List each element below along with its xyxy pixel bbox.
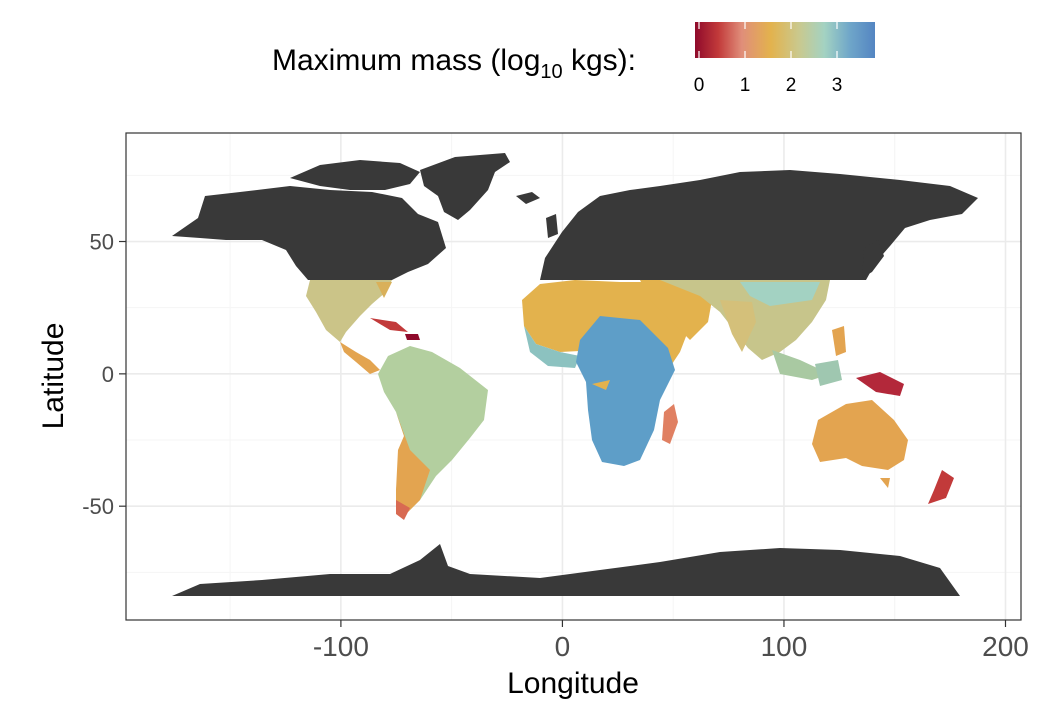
iceland-land — [516, 192, 540, 204]
x-tick-label: -100 — [313, 631, 369, 662]
north-america-colored-region — [306, 280, 392, 342]
new-zealand-colored-region — [928, 470, 954, 504]
himalaya-colored-region — [740, 282, 820, 306]
legend-tick-label: 2 — [786, 75, 797, 96]
florida-colored-region — [376, 282, 392, 298]
borneo-colored-region — [815, 360, 842, 386]
tasmania-colored-region — [880, 478, 890, 488]
central-africa-colored-region — [576, 316, 675, 466]
y-tick-label: -50 — [82, 494, 114, 519]
arctic-islands-land — [290, 160, 420, 190]
southeast-asia-colored-region — [772, 350, 830, 380]
legend-title-subscript: 10 — [540, 61, 562, 83]
madagascar-colored-region — [662, 404, 678, 444]
south-america-south-colored-region — [396, 412, 430, 512]
arabia-colored-region — [640, 280, 712, 340]
patagonia-colored-region — [396, 500, 410, 520]
legend-title-end: kgs): — [563, 44, 636, 77]
britain-land — [546, 214, 558, 238]
central-america-colored-region — [340, 342, 380, 374]
legend-colorbar — [695, 22, 875, 58]
x-axis-title: Longitude — [507, 667, 639, 700]
central-africa-patch-colored-region — [592, 380, 610, 390]
australia-colored-region — [812, 400, 908, 470]
axes: -100 0 100 200 50 0 -50 — [82, 230, 1029, 662]
legend-tick-label: 0 — [694, 75, 705, 96]
legend-tick-label: 3 — [832, 75, 843, 96]
antarctica-land — [172, 544, 960, 596]
west-africa-colored-region — [524, 326, 580, 368]
y-tick-label: 0 — [102, 362, 114, 387]
legend-tick-labels: 0 1 2 3 — [694, 75, 843, 96]
legend-title-main: Maximum mass (log — [272, 44, 540, 77]
y-tick-label: 50 — [90, 230, 114, 255]
legend-title: Maximum mass (log10 kgs): — [272, 44, 636, 83]
x-tick-label: 0 — [555, 631, 571, 662]
greenland-land — [420, 153, 510, 220]
y-axis-title: Latitude — [37, 323, 70, 430]
north-america-masked-land — [172, 186, 446, 280]
philippines-colored-region — [832, 326, 846, 356]
map-layer — [172, 153, 978, 596]
plot-panel — [125, 132, 1022, 621]
india-colored-region — [720, 300, 756, 352]
legend-tick-label: 1 — [740, 75, 751, 96]
new-guinea-colored-region — [856, 372, 904, 396]
japan-land — [862, 240, 884, 278]
hispaniola-colored-region — [405, 334, 420, 340]
legend: Maximum mass (log10 kgs): 0 1 2 3 — [272, 22, 875, 96]
x-tick-label: 200 — [982, 631, 1029, 662]
caribbean-colored-region — [370, 318, 408, 332]
x-tick-label: 100 — [761, 631, 808, 662]
panel-border — [125, 132, 1022, 621]
legend-colorbar-ticks — [698, 22, 838, 58]
